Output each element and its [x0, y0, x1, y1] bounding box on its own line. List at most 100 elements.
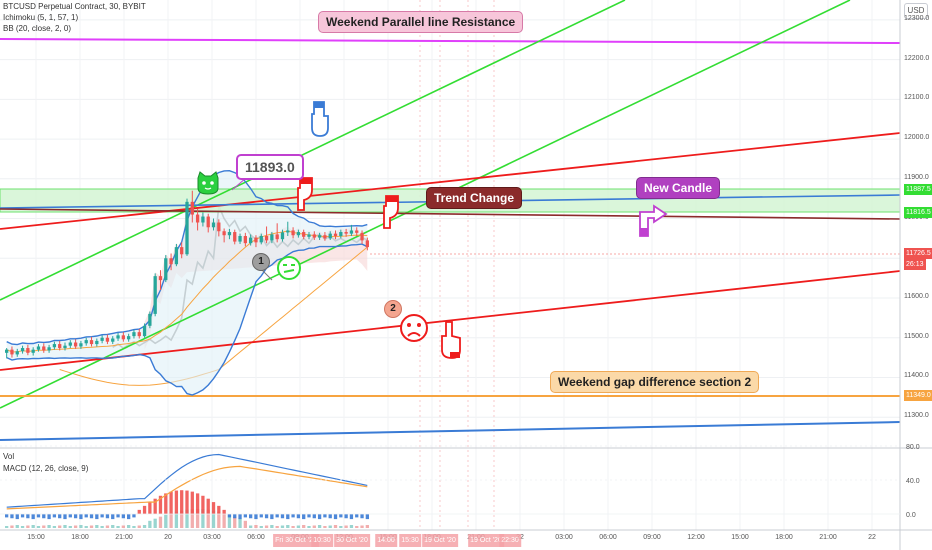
macd-histogram-bar [360, 514, 364, 519]
candle-body [254, 237, 258, 243]
volume-bar [185, 509, 189, 528]
volume-bar [365, 525, 369, 528]
weekend-resistance-line[interactable] [0, 38, 901, 44]
macd-histogram-bar [158, 495, 163, 514]
x-tick-label: 22 [868, 534, 876, 541]
macd-histogram-bar [333, 514, 338, 520]
volume-bar [222, 513, 226, 528]
macd-histogram-bar [291, 514, 295, 518]
badge-1[interactable]: 1 [252, 253, 270, 271]
volume-bar [296, 525, 301, 528]
badge-2[interactable]: 2 [384, 300, 402, 318]
volume-bar [148, 520, 152, 528]
volume-bar [307, 526, 311, 528]
x-tick-label: 21:00 [115, 534, 133, 541]
vol-legend[interactable]: Vol [3, 452, 15, 461]
macd-histogram-bar [190, 491, 194, 514]
x-tick-label: 06:00 [247, 534, 265, 541]
macd-histogram-bar [121, 514, 125, 519]
macd-histogram-bar [302, 514, 306, 520]
x-tick-label: 06:00 [599, 534, 617, 541]
candle-body [296, 232, 301, 236]
macd-histogram-bar [270, 514, 274, 520]
callout-arrow [231, 177, 247, 191]
macd-histogram-bar [344, 514, 348, 519]
volume-bar [302, 525, 306, 528]
volume-bar [201, 509, 205, 528]
candle-body [270, 234, 274, 241]
macd-legend[interactable]: MACD (12, 26, close, 9) [3, 464, 89, 473]
weekend-gap-callout[interactable]: Weekend gap difference section 2 [550, 371, 760, 393]
candle-body [127, 336, 131, 340]
smile-face-icon [277, 256, 301, 280]
green-trend-line-a[interactable] [0, 0, 626, 301]
candle-body [10, 349, 14, 355]
macd-axis: 80.0 40.0 0.0 [0, 444, 920, 519]
ichimoku-legend[interactable]: Ichimoku (5, 1, 57, 1) [3, 13, 79, 22]
candle-body [36, 346, 41, 350]
bb-legend[interactable]: BB (20, close, 2, 0) [3, 24, 72, 33]
x-highlight-label: 30 Oct '20 [334, 534, 370, 547]
candle-body [344, 232, 348, 234]
green-band-bottom-label: 11816.5 [904, 207, 932, 218]
blue-trend-line-lower[interactable] [0, 421, 901, 441]
trend-change-callout[interactable]: Trend Change [426, 187, 523, 209]
x-tick-label: 18:00 [775, 534, 793, 541]
candle-body [275, 234, 279, 240]
candle-body [249, 237, 253, 244]
green-trend-line-b[interactable] [0, 0, 851, 409]
cat-face-icon [197, 171, 219, 195]
currency-button[interactable]: USD [904, 3, 928, 19]
candle-body [323, 235, 327, 239]
volume-bar [211, 510, 216, 528]
volume-bar [349, 525, 354, 528]
volume-bar [10, 525, 14, 528]
x-highlight-label: 22:30 [499, 534, 521, 547]
macd-histogram-bar [142, 505, 147, 514]
macd-histogram-bar [264, 514, 269, 519]
brown-trend-line[interactable] [0, 208, 901, 220]
new-candle-callout[interactable]: New Candle [636, 177, 721, 199]
macd-histogram-bar [10, 514, 14, 519]
candle-body [302, 232, 306, 237]
volume-bar [259, 526, 263, 528]
x-highlight-label: 10:30 [311, 534, 333, 547]
candle-body [132, 332, 136, 337]
symbol-title[interactable]: BTCUSD Perpetual Contract, 30, BYBIT [3, 2, 146, 11]
macd-histogram-bar [105, 514, 110, 519]
macd-histogram-bar [137, 509, 141, 514]
y-tick-label: 12300.0 [904, 14, 930, 22]
weekend-resistance-callout[interactable]: Weekend Parallel line Resistance [318, 11, 524, 33]
macd-histogram-bar [233, 514, 237, 519]
red-trend-line-lower[interactable] [0, 270, 901, 371]
y-tick-label: 11900.0 [904, 173, 929, 181]
candle-body [95, 340, 99, 345]
volume-bar [249, 525, 253, 528]
macd-histogram-bar [365, 514, 369, 520]
volume-bar [31, 525, 35, 528]
volume-bar [121, 525, 125, 528]
volume-bar [195, 509, 200, 528]
orange-level-label: 11349.0 [904, 390, 932, 401]
candle-body [259, 236, 263, 243]
callout-arrow [261, 269, 273, 281]
macd-histogram-bar [259, 514, 263, 518]
candle-body [185, 201, 189, 255]
countdown-label: 26:13 [904, 259, 926, 270]
candle-body [63, 345, 67, 349]
volume-bar [5, 526, 9, 528]
candle-body [206, 216, 210, 228]
candle-body [280, 232, 285, 240]
price-callout[interactable]: 11893.0 [236, 154, 304, 180]
y-tick-label: 11600.0 [904, 292, 929, 300]
candles [5, 190, 369, 359]
hand-pointing-down-icon [311, 101, 329, 137]
candle-body [164, 258, 168, 281]
volume-bar [206, 509, 210, 528]
candle-body [243, 236, 247, 244]
volume-bar [89, 525, 94, 528]
candle-body [42, 346, 46, 351]
macd-histogram-bar [5, 514, 9, 518]
red-trend-line-upper[interactable] [0, 132, 901, 230]
